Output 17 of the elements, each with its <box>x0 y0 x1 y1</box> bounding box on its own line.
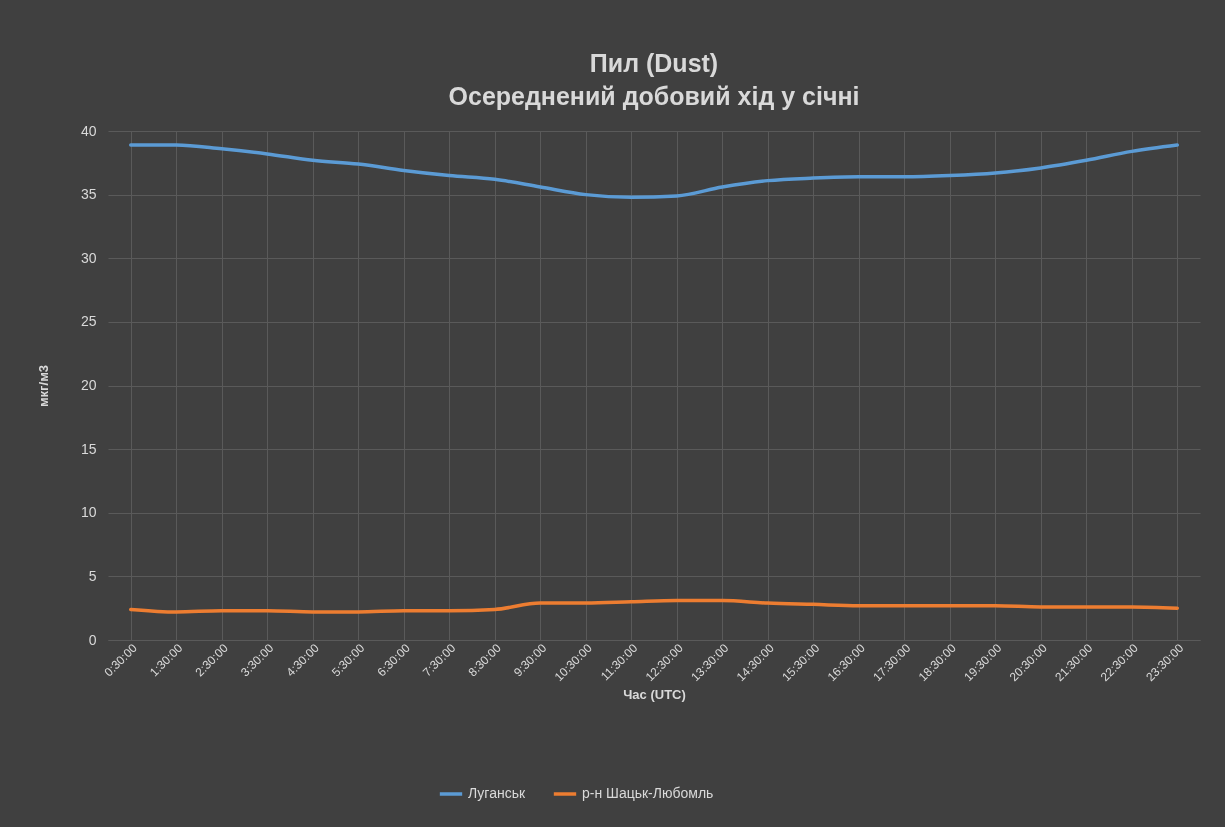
y-tick-label: 30 <box>80 249 97 266</box>
line-series <box>129 598 1179 614</box>
y-tick-label: 25 <box>80 313 97 330</box>
y-tick-label: 15 <box>80 440 97 457</box>
y-tick-label: 20 <box>80 377 97 393</box>
y-tick-label: 5 <box>88 567 97 584</box>
y-tick-label: 0 <box>88 631 97 648</box>
y-tick-label: 40 <box>80 122 97 139</box>
legend-label: Луганськ <box>468 785 526 801</box>
chart-title: Пил (Dust) <box>589 49 719 77</box>
y-tick-label: 10 <box>80 504 97 521</box>
line-series <box>129 143 1179 199</box>
chart-subtitle: Осереднений добовий хід у січні <box>448 82 860 110</box>
y-axis-title: мкг/м3 <box>35 365 51 407</box>
x-axis-title: Час (UTC) <box>623 687 686 703</box>
legend-label: р-н Шацьк-Любомль <box>582 785 714 801</box>
y-tick-label: 35 <box>80 186 97 203</box>
